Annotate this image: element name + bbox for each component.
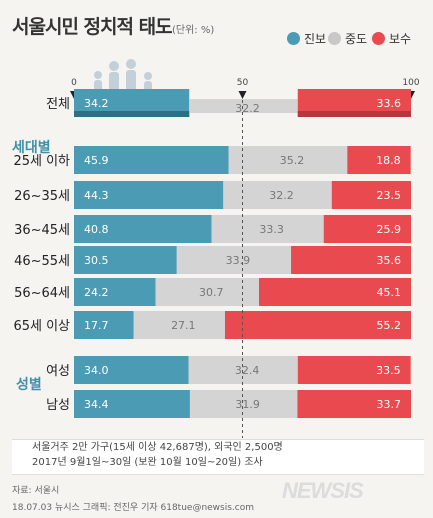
data-label: 32.4 — [235, 364, 260, 377]
row-label: 46~55세 — [14, 254, 70, 269]
legend-item-progressive: 진보 — [287, 30, 326, 47]
data-label: 33.9 — [226, 254, 251, 267]
bar-segment — [259, 278, 411, 306]
bar-segment — [188, 356, 298, 384]
survey-note: 서울거주 2만 가구(15세 이상 42,687명), 외국인 2,500명 2… — [12, 439, 424, 475]
legend-label: 보수 — [389, 32, 412, 46]
axis-tick-label: 0 — [71, 78, 77, 88]
bar-segment — [331, 181, 411, 209]
data-label: 40.8 — [84, 223, 109, 236]
row-label: 여성 — [46, 364, 70, 379]
data-label: 33.7 — [377, 398, 402, 411]
section-header: 성별 — [16, 376, 42, 393]
data-label: 24.2 — [84, 286, 109, 299]
data-label: 45.1 — [377, 286, 402, 299]
legend-swatch — [328, 32, 341, 45]
source-text: 자료: 서울시 — [12, 486, 60, 496]
bar-segment — [189, 390, 298, 418]
data-label: 18.8 — [376, 154, 401, 167]
section-header: 세대별 — [12, 139, 51, 156]
bar-segment — [74, 146, 229, 174]
credit-text: 18.07.03 뉴시스 그래픽: 전진우 기자 618tue@newsis.c… — [12, 503, 255, 513]
bar-segment — [74, 246, 177, 274]
bar-segment — [211, 215, 324, 243]
data-label: 31.9 — [235, 398, 260, 411]
axis-tick-label: 50 — [237, 78, 249, 88]
row-label: 65세 이상 — [13, 319, 70, 334]
axis-tick-label: 100 — [402, 78, 419, 88]
bar-segment — [74, 278, 156, 306]
data-label: 33.6 — [377, 97, 402, 110]
bar-segment — [74, 215, 212, 243]
data-label: 30.5 — [84, 254, 109, 267]
data-label: 55.2 — [377, 319, 402, 332]
data-label: 32.2 — [269, 189, 294, 202]
data-label: 27.1 — [171, 319, 196, 332]
note-line: 2017년 9월1일~30일 (보완 10월 10일~20일) 조사 — [32, 457, 263, 468]
data-label: 30.7 — [199, 286, 224, 299]
data-label: 32.2 — [235, 102, 260, 115]
row-label: 25세 이하 — [13, 154, 70, 169]
bar-segment — [74, 356, 189, 384]
data-label: 25.9 — [377, 223, 402, 236]
row-label: 36~45세 — [14, 223, 70, 238]
bar-segment — [189, 99, 298, 113]
data-label: 33.5 — [376, 364, 401, 377]
data-label: 17.7 — [84, 319, 109, 332]
legend-swatch — [372, 32, 385, 45]
data-label: 34.0 — [84, 364, 109, 377]
axis-tick-marker — [238, 91, 247, 99]
bar-segment — [228, 146, 348, 174]
bar-segment-shadow — [74, 111, 190, 117]
legend-swatch — [287, 32, 300, 45]
legend-label: 진보 — [304, 32, 327, 46]
data-label: 35.2 — [280, 154, 305, 167]
bar-segment — [74, 181, 224, 209]
data-label: 23.5 — [377, 189, 402, 202]
row-label: 전체 — [46, 97, 70, 112]
bar-segment — [74, 311, 134, 339]
bar-segment — [347, 146, 411, 174]
legend-item-moderate: 중도 — [328, 30, 367, 47]
data-label: 34.2 — [84, 97, 109, 110]
bar-segment — [291, 246, 411, 274]
family-silhouette-icon — [94, 59, 152, 94]
newsis-logo: NEWSIS — [282, 478, 364, 503]
data-label: 33.3 — [259, 223, 284, 236]
chart-title: 서울시민 정치적 태도 — [12, 16, 173, 38]
bar-segment — [155, 278, 260, 306]
data-label: 34.4 — [84, 398, 109, 411]
note-line: 서울거주 2만 가구(15세 이상 42,687명), 외국인 2,500명 — [32, 442, 283, 453]
bar-segment — [297, 356, 411, 384]
data-label: 35.6 — [377, 254, 402, 267]
bar-segment — [223, 181, 332, 209]
data-label: 44.3 — [84, 189, 109, 202]
unit-label: (단위: %) — [172, 25, 215, 36]
bar-segment — [323, 215, 411, 243]
bar-segment — [176, 246, 292, 274]
bar-segment — [133, 311, 225, 339]
legend-item-conservative: 보수 — [372, 30, 411, 47]
bar-segment — [74, 390, 190, 418]
row-label: 56~64세 — [14, 286, 70, 301]
row-label: 26~35세 — [14, 189, 70, 204]
bar-segment — [297, 390, 411, 418]
legend-label: 중도 — [345, 32, 368, 46]
bar-segment — [224, 311, 411, 339]
row-label: 남성 — [46, 398, 70, 413]
bar-segment-shadow — [297, 111, 411, 117]
data-label: 45.9 — [84, 154, 109, 167]
